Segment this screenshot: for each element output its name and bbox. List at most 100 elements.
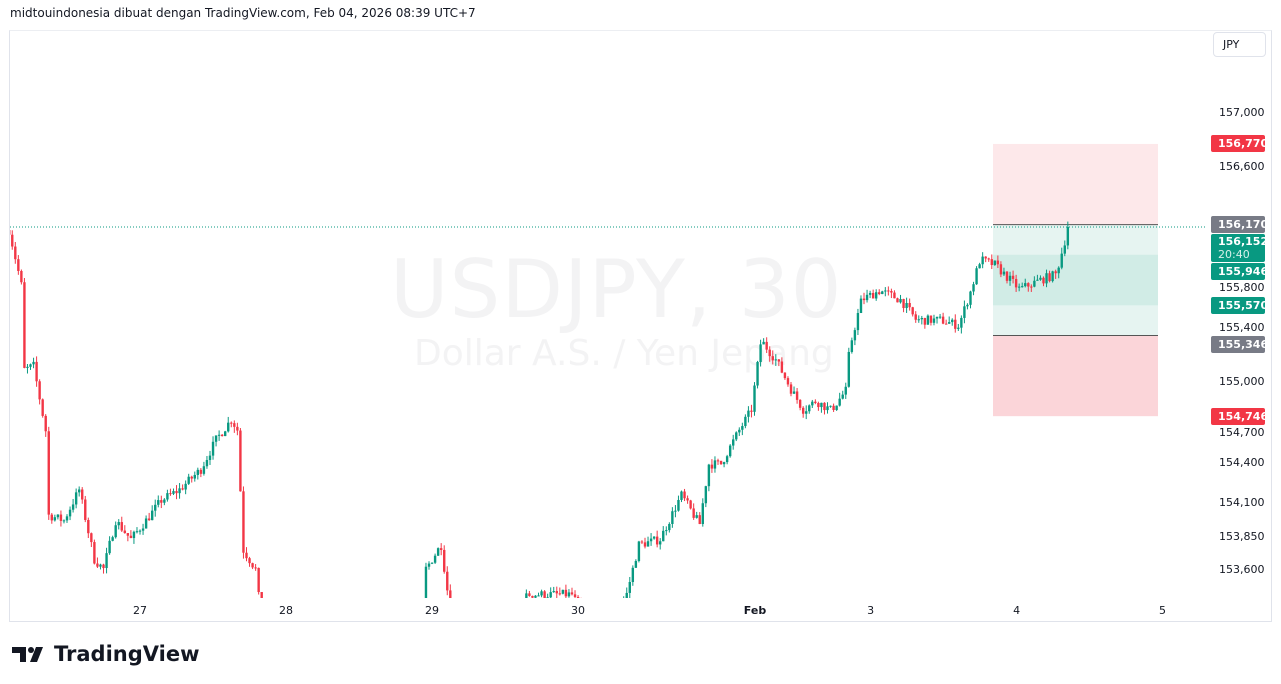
candle-body — [26, 366, 29, 368]
candle-body — [93, 542, 96, 564]
candle-body — [622, 600, 624, 606]
candle-body — [352, 639, 354, 640]
candle-body — [905, 302, 908, 309]
candle-body — [972, 284, 975, 292]
candle-body — [1024, 283, 1027, 287]
chart-caption: midtouindonesia dibuat dengan TradingVie… — [10, 6, 476, 20]
candle-body — [397, 636, 399, 642]
candle-body — [172, 491, 175, 494]
candle-body — [495, 618, 497, 621]
last-price-value: 156,152 — [1218, 235, 1269, 249]
last-price-tag: 156,152 20:40 — [1211, 234, 1269, 263]
candle-body — [32, 361, 35, 365]
candle-body — [957, 327, 960, 329]
candle-body — [1060, 253, 1063, 268]
candle-body — [586, 614, 588, 619]
overlap-zone — [993, 254, 1158, 306]
candle-body — [777, 359, 781, 362]
bar-countdown: 20:40 — [1218, 248, 1250, 262]
candle-body — [780, 361, 784, 373]
candle-body — [735, 432, 738, 440]
candle-body — [282, 648, 284, 650]
price-tag: 155,346 — [1211, 336, 1268, 354]
candle-body — [427, 563, 431, 567]
candle-body — [947, 322, 951, 324]
candle-body — [276, 647, 278, 651]
candle-body — [853, 330, 857, 341]
candle-body — [823, 402, 826, 411]
candle-body — [984, 256, 987, 259]
candle-body — [665, 530, 668, 532]
candle-body — [190, 476, 193, 479]
candle-body — [798, 399, 802, 408]
price-tag: 155,570 — [1211, 296, 1268, 314]
candle-body — [248, 558, 251, 564]
candle-body — [613, 617, 615, 618]
candle-body — [607, 626, 609, 633]
candle-body — [598, 637, 600, 641]
candle-body — [208, 455, 212, 461]
candle-body — [20, 270, 23, 283]
tradingview-logo[interactable]: TradingView — [12, 642, 199, 666]
candle-body — [10, 230, 11, 235]
candle-body — [178, 488, 181, 494]
candle-body — [367, 638, 369, 641]
candle-body — [725, 456, 729, 463]
candle-body — [217, 434, 221, 436]
candle-body — [832, 405, 835, 410]
candle-body — [473, 634, 475, 638]
candle-body — [649, 538, 653, 542]
candle-body — [41, 399, 44, 416]
candle-body — [385, 637, 387, 639]
candle-body — [446, 571, 449, 591]
candle-body — [677, 499, 680, 511]
candle-body — [564, 589, 568, 597]
candle-body — [881, 291, 884, 295]
candle-body — [486, 626, 488, 629]
candle-body — [534, 595, 537, 598]
candle-body — [306, 646, 308, 651]
candle-body — [403, 639, 405, 640]
candle-body — [747, 410, 750, 417]
candle-body — [74, 492, 78, 505]
candle-body — [23, 282, 26, 368]
candle-body — [169, 493, 172, 495]
candle-body — [211, 441, 215, 456]
candle-body — [220, 434, 224, 437]
candle-body — [954, 319, 957, 329]
candle-body — [68, 509, 72, 517]
candle-body — [570, 592, 574, 595]
candle-body — [303, 651, 305, 652]
candle-body — [899, 299, 902, 303]
candle-body — [765, 341, 768, 350]
candle-body — [540, 591, 543, 596]
candle-body — [893, 292, 896, 299]
candle-body — [297, 646, 299, 650]
candle-body — [56, 514, 60, 518]
candle-body — [181, 488, 184, 490]
candle-body — [531, 595, 534, 598]
candle-body — [549, 592, 552, 598]
candle-body — [865, 294, 869, 301]
candle-body — [625, 592, 628, 598]
candle-body — [321, 643, 323, 645]
candle-body — [847, 351, 851, 387]
candle-body — [610, 618, 612, 627]
price-tick-label: 155,400 — [1219, 321, 1265, 335]
candle-body — [589, 619, 591, 624]
candle-body — [120, 522, 123, 531]
candle-body — [1021, 286, 1024, 288]
candle-body — [81, 489, 84, 500]
symbol-watermark: USDJPY, 30 — [390, 243, 843, 336]
candle-body — [1005, 271, 1009, 281]
candle-body — [346, 641, 348, 647]
candle-body — [695, 515, 698, 518]
candle-body — [643, 542, 647, 547]
candle-body — [826, 406, 829, 411]
candle-body — [439, 548, 443, 550]
currency-button[interactable]: JPY — [1213, 32, 1266, 57]
chart-frame — [9, 30, 1272, 622]
candle-body — [1054, 271, 1057, 274]
candle-body — [270, 647, 272, 651]
